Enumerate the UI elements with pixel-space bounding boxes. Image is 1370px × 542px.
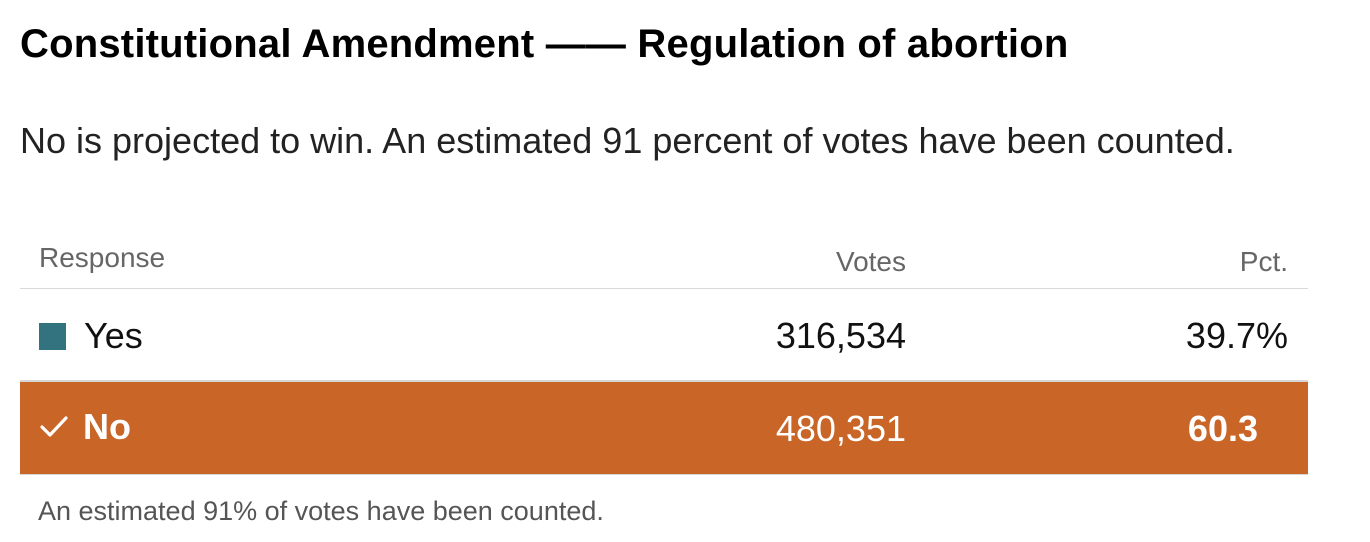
table-row-yes: Yes 316,534 39.7% bbox=[20, 289, 1308, 382]
page-title: Constitutional Amendment —— Regulation o… bbox=[20, 22, 1069, 66]
pct-cell: 60.3 bbox=[1187, 408, 1258, 449]
response-cell: No bbox=[39, 406, 131, 448]
response-cell: Yes bbox=[39, 315, 143, 357]
pct-cell: 39.7% bbox=[1185, 315, 1288, 356]
column-header-votes: Votes bbox=[835, 246, 906, 277]
results-table: Response Votes Pct. Yes 316,534 39.7% No… bbox=[20, 232, 1308, 475]
footnote: An estimated 91% of votes have been coun… bbox=[38, 496, 604, 526]
votes-cell: 316,534 bbox=[775, 315, 906, 356]
column-header-response: Response bbox=[39, 242, 166, 273]
table-row-no-winner: No 480,351 60.3 bbox=[20, 382, 1308, 475]
table-header: Response Votes Pct. bbox=[20, 232, 1308, 289]
projection-summary: No is projected to win. An estimated 91 … bbox=[20, 120, 1235, 161]
column-header-pct: Pct. bbox=[1239, 246, 1288, 277]
response-label: Yes bbox=[84, 315, 143, 356]
response-label: No bbox=[83, 406, 131, 447]
checkmark-icon bbox=[40, 416, 68, 437]
color-swatch-icon bbox=[39, 322, 66, 350]
votes-cell: 480,351 bbox=[775, 408, 906, 449]
